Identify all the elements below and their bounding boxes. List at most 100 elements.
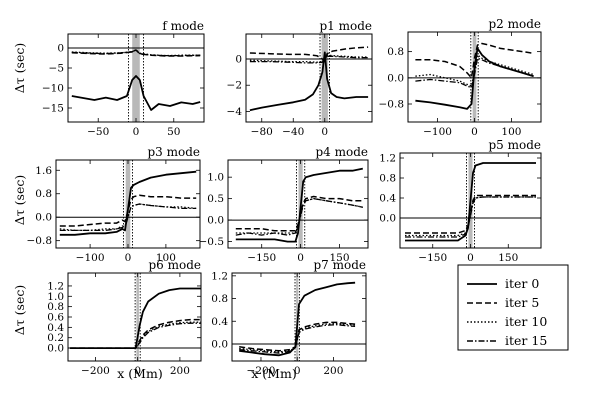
x-tick-label: 0 bbox=[321, 126, 328, 138]
series-iter-0 bbox=[239, 281, 356, 357]
panel-5: −150 0 150 1.0 0.5 0.0 −0.5 p4 mode bbox=[199, 145, 369, 264]
x-axis-label-col2: x (Mm) bbox=[251, 366, 296, 381]
series-iter-0 bbox=[235, 167, 363, 243]
panel-3: −100 0 100 0.8 0.0 −0.8 p2 mode bbox=[379, 17, 542, 138]
series-iter-10 bbox=[235, 197, 363, 234]
series-iter-5 bbox=[59, 194, 197, 227]
series-iter-15 bbox=[59, 203, 197, 232]
x-tick-label: 0 bbox=[467, 252, 474, 264]
y-tick-label: 0.0 bbox=[47, 343, 64, 355]
panel-6: −150 0 150 1.2 0.8 0.4 0.0 p5 mode bbox=[379, 138, 542, 264]
x-tick-label: 0 bbox=[294, 365, 301, 377]
y-tick-label: 0.2 bbox=[47, 332, 64, 344]
legend-frame bbox=[457, 264, 569, 351]
series-iter-15 bbox=[70, 322, 201, 349]
x-tick-label: −40 bbox=[282, 126, 304, 138]
series-iter-10 bbox=[239, 322, 356, 353]
y-tick-label: 0.8 bbox=[211, 293, 228, 305]
panels: −50 0 50 0 −5 −10 −15 f mode −80 −40 0 0 −2 −4 p1 mode… bbox=[27, 17, 542, 377]
panel-1: −50 0 50 0 −5 −10 −15 f mode bbox=[42, 19, 205, 138]
panel-8: −200 0 200 1.2 0.8 0.4 0.0 p7 mode bbox=[211, 258, 367, 377]
series-iter-5 bbox=[70, 318, 201, 349]
x-tick-label: −100 bbox=[423, 126, 452, 138]
x-tick-label: −200 bbox=[81, 365, 110, 377]
center-band bbox=[132, 34, 140, 122]
y-tick-label: 0.6 bbox=[47, 312, 64, 324]
y-tick-label: 1.6 bbox=[35, 165, 52, 177]
x-tick-label: 0 bbox=[133, 126, 140, 138]
y-tick-label: 0.8 bbox=[387, 46, 404, 58]
plot-frame bbox=[245, 33, 373, 123]
y-tick-label: 0.4 bbox=[211, 316, 228, 328]
x-tick-label: 0 bbox=[297, 252, 304, 264]
x-tick-label: −80 bbox=[251, 126, 273, 138]
y-tick-label: 1.2 bbox=[379, 153, 396, 165]
center-band bbox=[136, 273, 139, 361]
x-tick-label: 200 bbox=[323, 365, 343, 377]
series-iter-15 bbox=[405, 196, 536, 238]
series-iter-15 bbox=[235, 197, 363, 236]
panel-4: −100 0 100 1.6 0.8 0.0 −0.8 p3 mode bbox=[27, 145, 201, 264]
y-tick-label: −0.8 bbox=[379, 99, 405, 111]
x-tick-label: 100 bbox=[156, 252, 176, 264]
x-tick-label: −150 bbox=[247, 252, 276, 264]
y-tick-label: 0.0 bbox=[211, 338, 228, 350]
legend-label-iter-10: iter 10 bbox=[505, 314, 547, 329]
panel-title: p5 mode bbox=[488, 138, 541, 152]
x-tick-label: 0 bbox=[134, 365, 141, 377]
series-iter-0 bbox=[415, 47, 534, 110]
x-tick-label: −50 bbox=[87, 126, 109, 138]
panel-title: p1 mode bbox=[319, 19, 372, 33]
x-tick-label: 0 bbox=[125, 252, 132, 264]
y-tick-label: −10 bbox=[42, 83, 64, 95]
y-tick-label: −0.5 bbox=[199, 236, 225, 248]
y-tick-label: 0 bbox=[235, 53, 242, 65]
series-iter-15 bbox=[239, 324, 356, 354]
panel-title: p2 mode bbox=[488, 17, 541, 31]
series-iter-0 bbox=[59, 170, 197, 236]
y-tick-label: −4 bbox=[227, 106, 243, 118]
y-tick-label: 0 bbox=[57, 43, 64, 55]
legend-label-iter-0: iter 0 bbox=[505, 276, 539, 291]
x-tick-label: 50 bbox=[167, 126, 180, 138]
y-tick-label: 1.0 bbox=[207, 172, 224, 184]
x-tick-label: 100 bbox=[501, 126, 521, 138]
y-axis-label-row3: Δτ (sec) bbox=[12, 285, 27, 335]
y-tick-label: 1.0 bbox=[47, 291, 64, 303]
series-iter-15 bbox=[249, 55, 369, 64]
x-tick-label: 150 bbox=[329, 252, 349, 264]
x-tick-label: −200 bbox=[247, 365, 276, 377]
series-iter-5 bbox=[405, 194, 536, 234]
x-axis-label-col1: x (Mm) bbox=[117, 366, 162, 381]
y-tick-label: 1.2 bbox=[47, 280, 64, 292]
y-tick-label: 0.8 bbox=[379, 173, 396, 185]
panel-title: p4 mode bbox=[315, 145, 368, 159]
series-iter-15 bbox=[415, 57, 534, 89]
panel-title: p3 mode bbox=[147, 145, 200, 159]
x-tick-label: −150 bbox=[418, 252, 447, 264]
legend-label-iter-15: iter 15 bbox=[505, 333, 547, 348]
y-tick-label: 0.4 bbox=[47, 322, 64, 334]
y-tick-label: 0.8 bbox=[47, 301, 64, 313]
y-axis-label-row1: Δτ (sec) bbox=[12, 43, 27, 93]
panel-7: −200 0 200 1.21.00.80.60.40.20.0 p6 mode bbox=[47, 258, 202, 377]
y-tick-label: 0.0 bbox=[207, 215, 224, 227]
panel-title: f mode bbox=[162, 19, 204, 33]
series-iter-15 bbox=[71, 49, 201, 57]
legend-label-iter-5: iter 5 bbox=[505, 295, 539, 310]
x-tick-label: 150 bbox=[498, 252, 518, 264]
y-tick-label: 0.0 bbox=[387, 72, 404, 84]
y-axis-label-row2: Δτ (sec) bbox=[12, 175, 27, 225]
panel-title: p7 mode bbox=[313, 258, 366, 272]
x-tick-label: 200 bbox=[170, 365, 190, 377]
series-iter-5 bbox=[415, 42, 534, 79]
series-iter-0 bbox=[405, 162, 536, 242]
y-tick-label: 1.2 bbox=[211, 270, 228, 282]
x-tick-label: 0 bbox=[471, 126, 478, 138]
y-tick-label: −0.8 bbox=[27, 235, 53, 247]
series-iter-0 bbox=[249, 51, 369, 112]
center-band bbox=[321, 34, 328, 122]
y-tick-label: 0.0 bbox=[379, 213, 396, 225]
y-tick-label: 0.5 bbox=[207, 193, 224, 205]
